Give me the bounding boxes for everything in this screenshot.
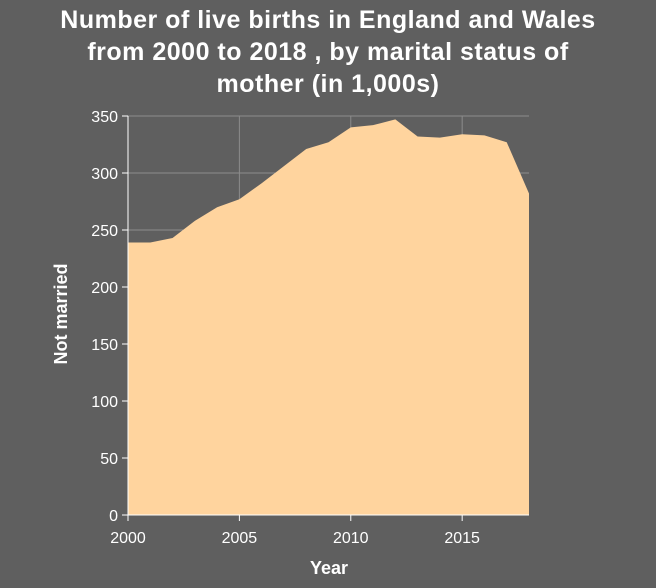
chart-title-line-2: from 2000 to 2018 , by marital status of bbox=[87, 38, 569, 66]
x-tick-label: 2005 bbox=[222, 530, 258, 547]
x-tick-label: 2010 bbox=[333, 530, 369, 547]
y-tick-label: 300 bbox=[91, 166, 118, 183]
y-tick-label: 100 bbox=[91, 394, 118, 411]
y-tick-label: 350 bbox=[91, 109, 118, 126]
y-tick-label: 200 bbox=[91, 280, 118, 297]
tick-labels: 0 50 100 150 200 250 300 350 2000 2005 2010 2015 bbox=[91, 109, 480, 547]
y-tick-label: 250 bbox=[91, 223, 118, 240]
axes bbox=[122, 115, 529, 521]
x-tick-label: 2000 bbox=[110, 530, 146, 547]
y-axis-title: Not married bbox=[51, 263, 71, 364]
x-tick-label: 2015 bbox=[444, 530, 480, 547]
y-tick-label: 150 bbox=[91, 337, 118, 354]
chart-title-line-3: mother (in 1,000s) bbox=[216, 70, 440, 98]
chart-title-line-1: Number of live births in England and Wal… bbox=[60, 6, 596, 34]
area-series bbox=[128, 119, 529, 516]
x-axis-title: Year bbox=[310, 558, 348, 578]
y-tick-label: 0 bbox=[109, 508, 118, 525]
y-tick-label: 50 bbox=[100, 451, 118, 468]
area-fill bbox=[128, 119, 529, 516]
